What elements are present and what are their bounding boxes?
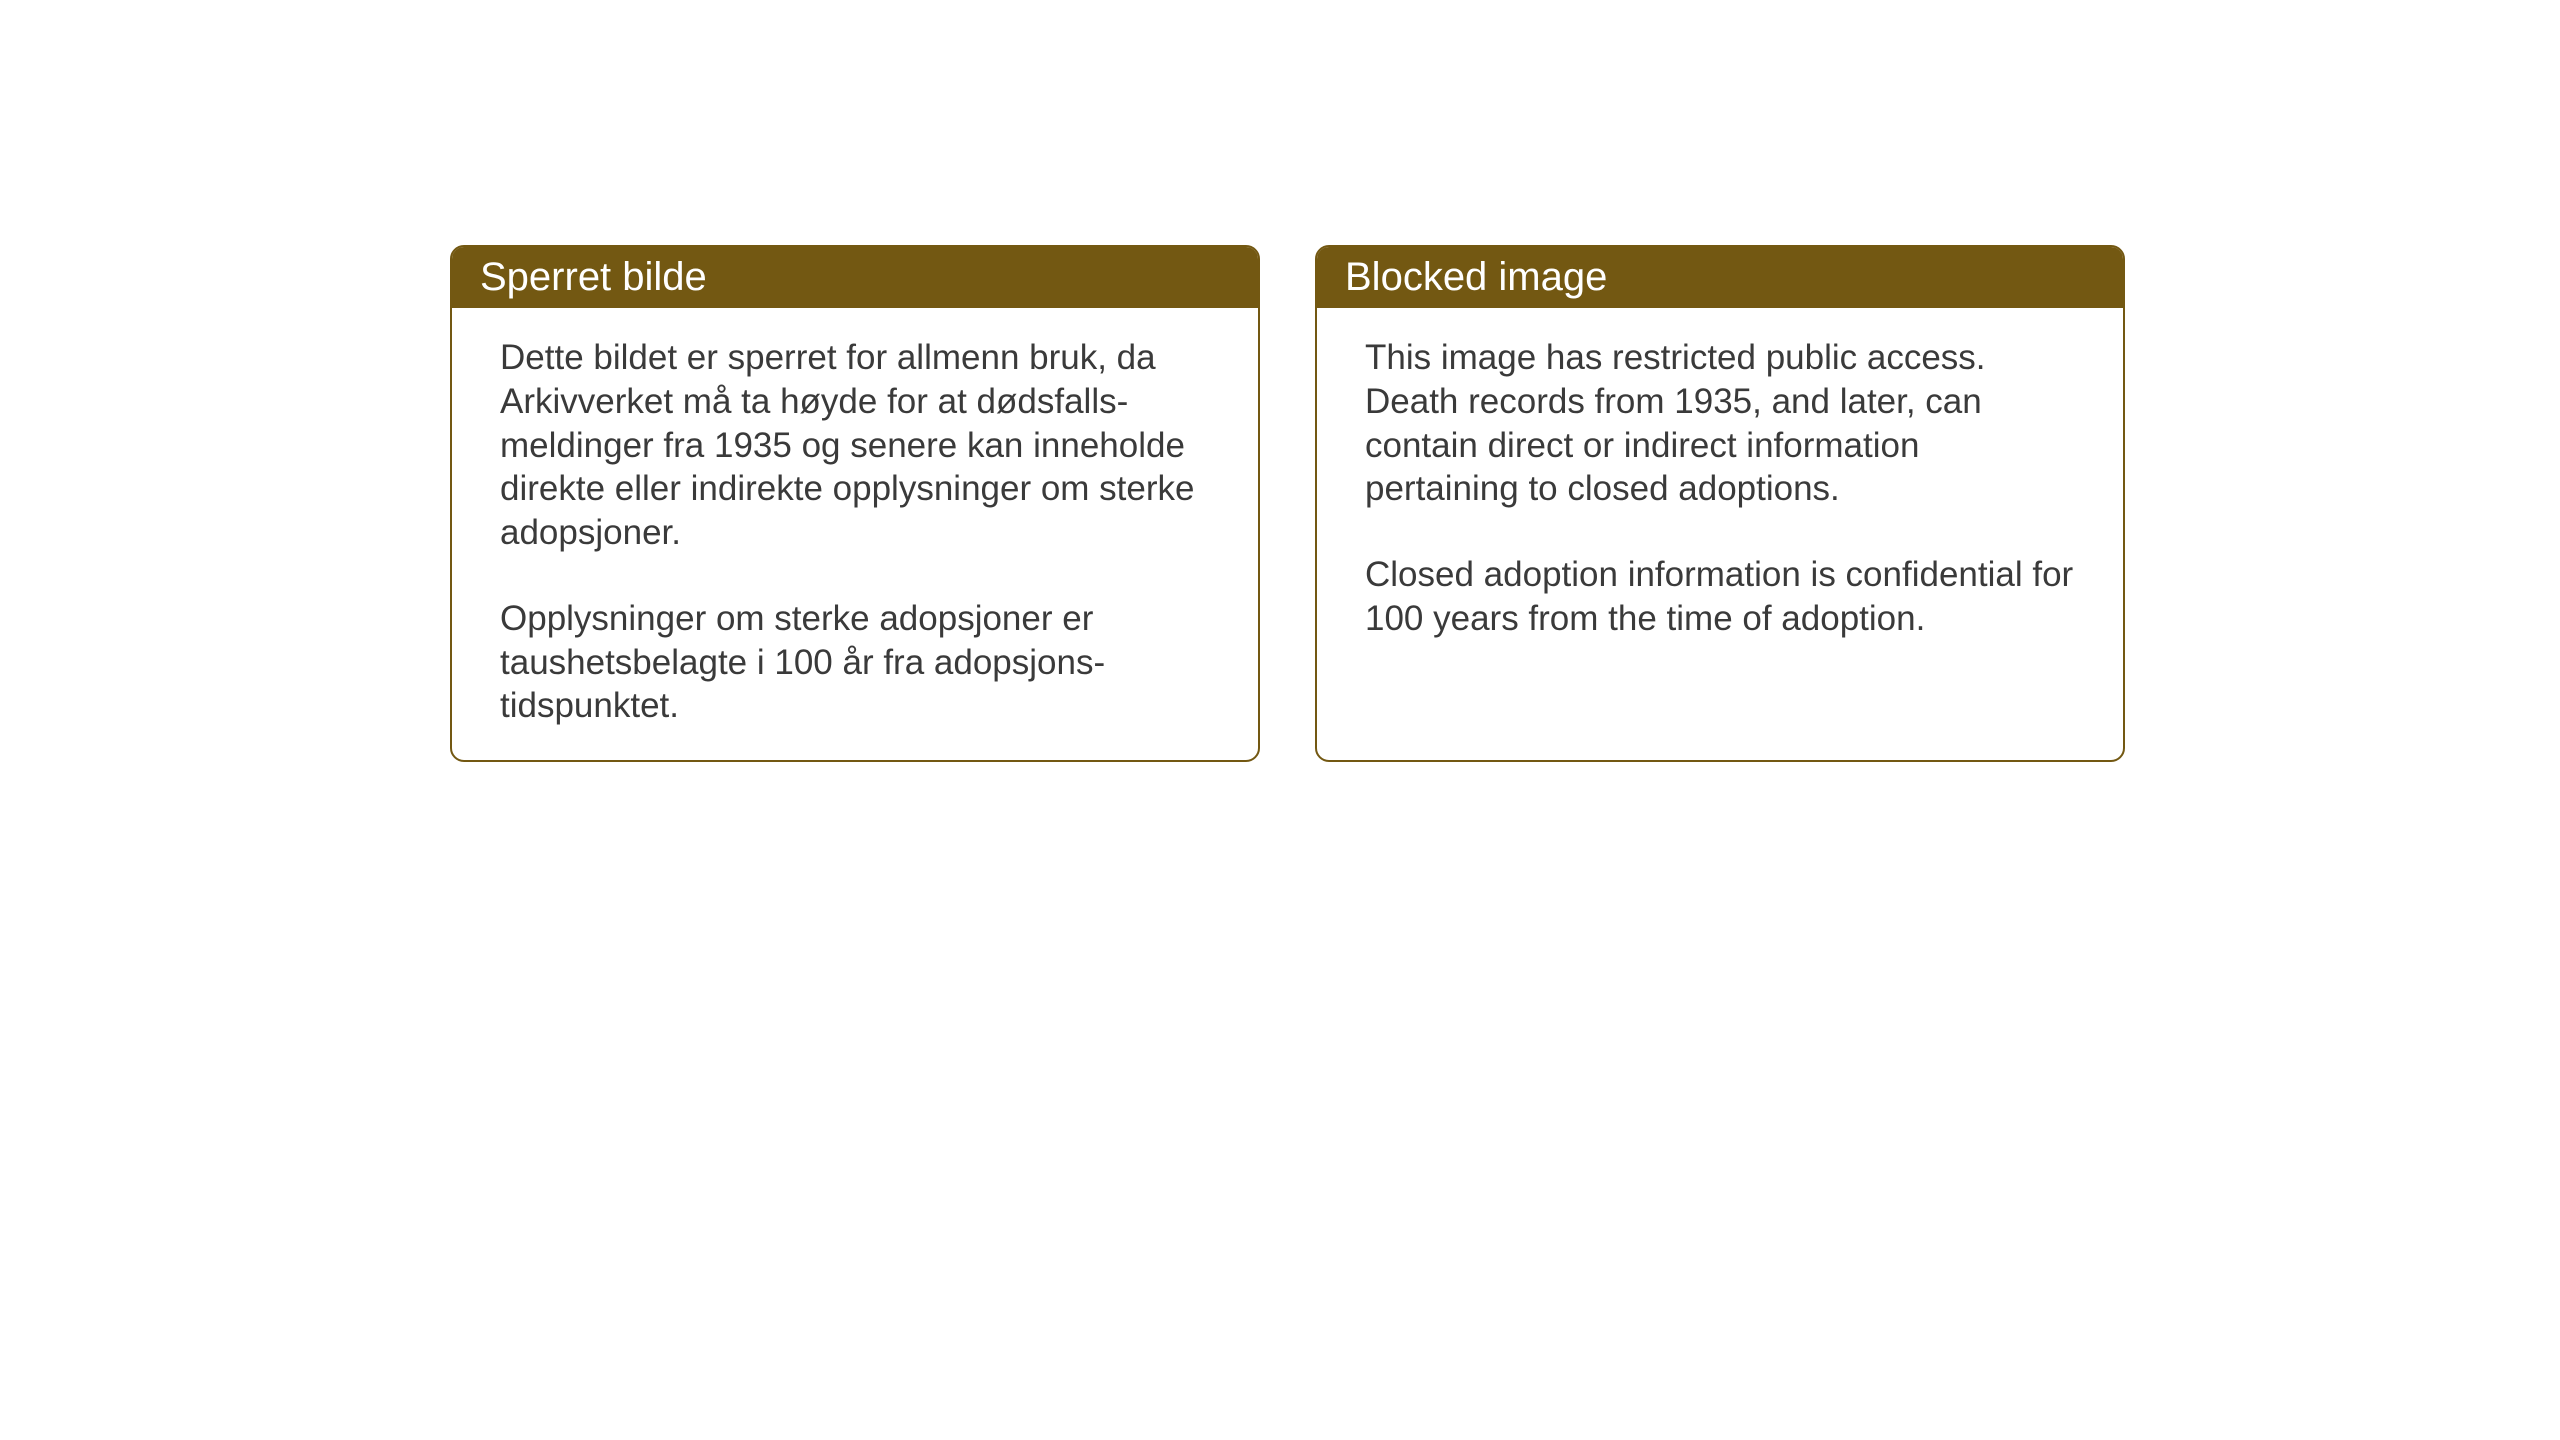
norwegian-notice-card: Sperret bilde Dette bildet er sperret fo… — [450, 245, 1260, 762]
norwegian-card-header: Sperret bilde — [452, 247, 1258, 308]
english-paragraph-1: This image has restricted public access.… — [1365, 336, 2075, 511]
english-card-body: This image has restricted public access.… — [1317, 308, 2123, 708]
english-notice-card: Blocked image This image has restricted … — [1315, 245, 2125, 762]
english-card-header: Blocked image — [1317, 247, 2123, 308]
english-paragraph-2: Closed adoption information is confident… — [1365, 553, 2075, 641]
norwegian-card-body: Dette bildet er sperret for allmenn bruk… — [452, 308, 1258, 760]
norwegian-paragraph-1: Dette bildet er sperret for allmenn bruk… — [500, 336, 1210, 555]
norwegian-paragraph-2: Opplysninger om sterke adopsjoner er tau… — [500, 597, 1210, 728]
notice-cards-container: Sperret bilde Dette bildet er sperret fo… — [450, 245, 2125, 762]
